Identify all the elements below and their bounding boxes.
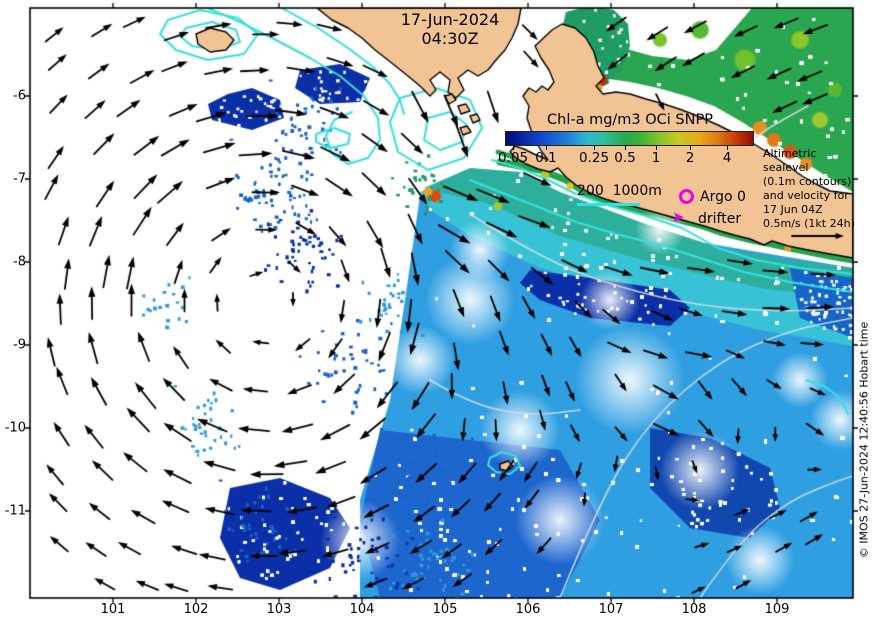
- annotation-line: (0.1m contours): [763, 175, 852, 188]
- x-tick-label: 108: [681, 602, 707, 617]
- x-tick-label: 103: [266, 602, 292, 617]
- colorbar-tick-label: 2: [685, 150, 695, 166]
- argo-legend-label: Argo 0: [700, 189, 746, 205]
- date-line: 17-Jun-2024: [400, 10, 500, 29]
- x-tick-label: 104: [349, 602, 375, 617]
- x-tick-label: 102: [183, 602, 209, 617]
- bathymetry-contour-sample: [577, 203, 640, 206]
- annotation-line: and velocity for: [763, 189, 849, 202]
- x-tick-label: 107: [598, 602, 624, 617]
- y-tick-label: -7: [13, 171, 26, 187]
- colorbar-tick-label: 4: [722, 150, 732, 166]
- colorbar-tick-mark: [727, 146, 728, 150]
- colorbar-tick-label: 0.25: [578, 150, 610, 166]
- argo-float-icon: [679, 189, 694, 204]
- colorbar-tick-mark: [625, 146, 626, 150]
- x-tick-label: 109: [764, 602, 790, 617]
- annotation-block: Altimetric sealevel (0.1m contours) and …: [763, 147, 863, 231]
- bathymetry-legend-label: 200 1000m: [577, 183, 662, 199]
- colorbar-tick-mark: [546, 146, 547, 150]
- credit-text: © IMOS 27-Jun-2024 12:40:56 Hobart time: [857, 321, 871, 559]
- colorbar-tick-label: 0.1: [535, 150, 557, 166]
- colorbar-tick-mark: [513, 146, 514, 150]
- colorbar: Chl-a mg/m3 OCi SNPP: [505, 112, 755, 146]
- date-label: 17-Jun-2024 04:30Z: [370, 10, 530, 48]
- colorbar-title: Chl-a mg/m3 OCi SNPP: [547, 112, 713, 128]
- colorbar-tick-label: 0.05: [497, 150, 529, 166]
- x-tick-label: 106: [515, 602, 541, 617]
- y-tick-label: -6: [13, 88, 26, 104]
- x-tick-label: 101: [100, 602, 126, 617]
- colorbar-tick-mark: [656, 146, 657, 150]
- colorbar-tick-mark: [690, 146, 691, 150]
- colorbar-tick-label: 1: [651, 150, 661, 166]
- annotation-line: 17 Jun 04Z: [763, 203, 823, 216]
- y-tick-label: -9: [13, 337, 26, 353]
- annotation-line: Altimetric sealevel: [763, 147, 817, 174]
- drifter-arrow-icon: ➤: [672, 208, 685, 226]
- y-tick-label: -10: [4, 420, 26, 436]
- colorbar-tick-mark: [594, 146, 595, 150]
- y-tick-label: -11: [4, 503, 26, 519]
- x-tick-label: 105: [432, 602, 458, 617]
- colorbar-gradient: [505, 131, 754, 146]
- y-axis-labels: -6 -7 -8 -9 -10 -11: [0, 0, 27, 630]
- y-tick-label: -8: [13, 254, 26, 270]
- colorbar-tick-label: 0.5: [614, 150, 636, 166]
- time-line: 04:30Z: [421, 29, 479, 48]
- annotation-line: 0.5m/s (1kt 24h): [763, 217, 855, 230]
- drifter-legend-label: drifter: [698, 211, 742, 227]
